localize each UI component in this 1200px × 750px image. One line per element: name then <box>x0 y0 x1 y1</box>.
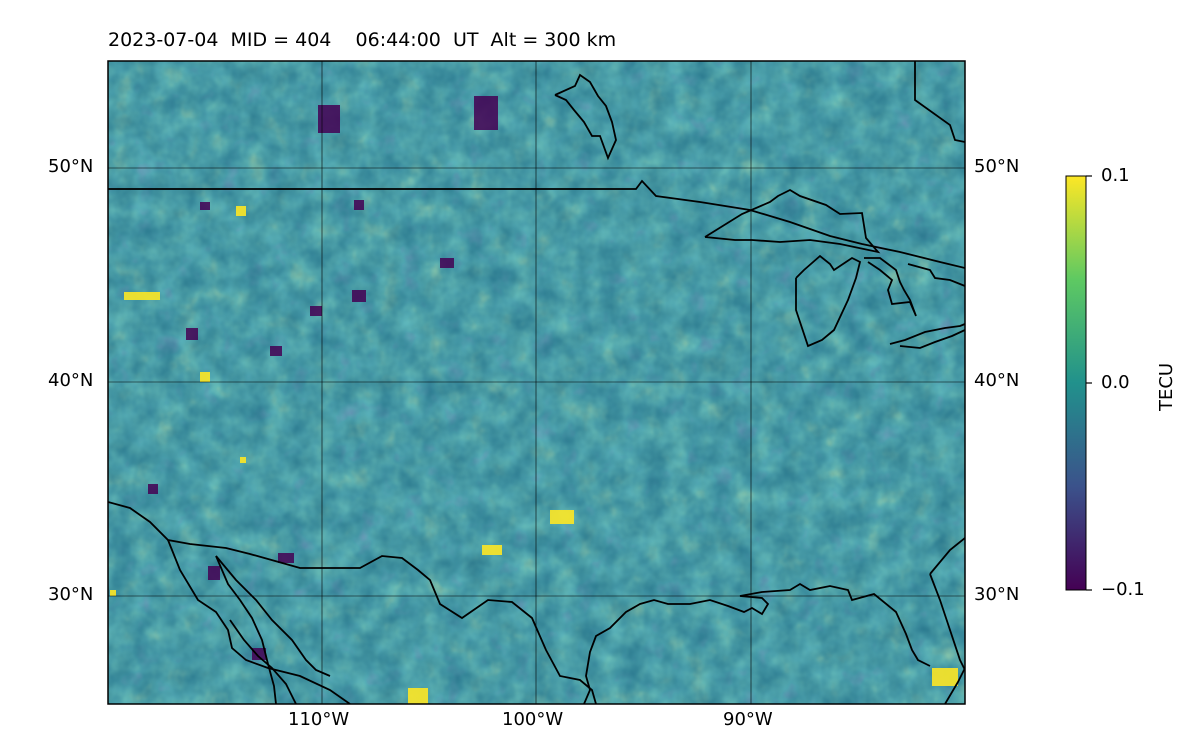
tec-field <box>108 61 965 704</box>
lat-label-30: 30°N <box>48 584 94 605</box>
lat-label-40-right: 40°N <box>974 370 1020 391</box>
map-frame <box>107 60 966 705</box>
lon-label-110w: 110°W <box>288 709 350 730</box>
colorbar <box>1065 175 1087 591</box>
lon-label-90w: 90°W <box>723 709 773 730</box>
colorbar-tick-max: 0.1 <box>1101 165 1130 186</box>
colorbar-ticks <box>1086 175 1092 591</box>
plot-title: 2023-07-04 MID = 404 06:44:00 UT Alt = 3… <box>108 29 617 51</box>
coastlines-borders <box>108 61 965 704</box>
low-anomalies <box>148 96 498 660</box>
lat-label-40: 40°N <box>48 370 94 391</box>
colorbar-tick-min: −0.1 <box>1101 579 1145 600</box>
lat-label-30-right: 30°N <box>974 584 1020 605</box>
lat-label-50-right: 50°N <box>974 156 1020 177</box>
gridlines <box>108 61 965 704</box>
colorbar-label: TECU <box>1156 362 1177 411</box>
high-anomalies <box>110 206 958 704</box>
lon-label-100w: 100°W <box>502 709 564 730</box>
lat-label-50: 50°N <box>48 156 94 177</box>
colorbar-tick-zero: 0.0 <box>1101 372 1130 393</box>
